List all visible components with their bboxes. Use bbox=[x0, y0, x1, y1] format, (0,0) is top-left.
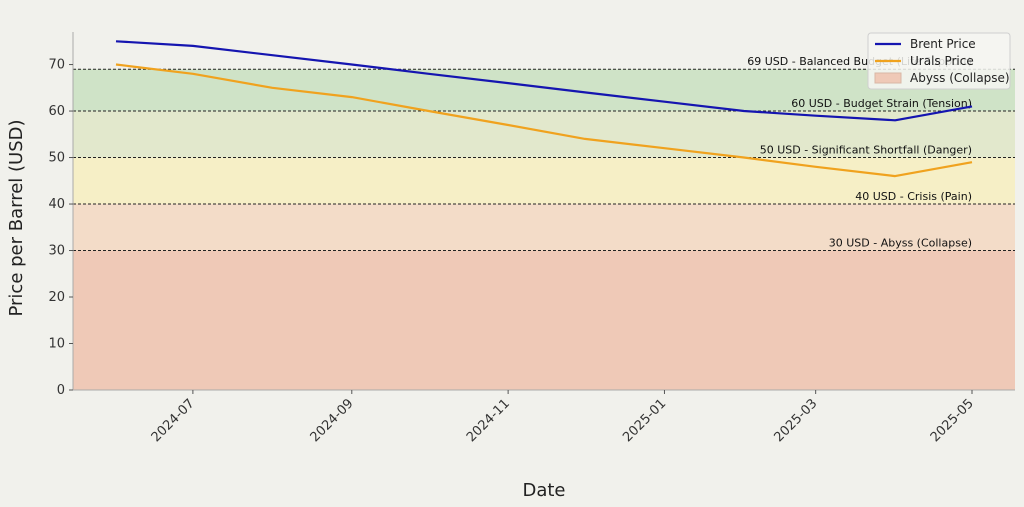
axes bbox=[72, 32, 1015, 391]
x-axis-label: Date bbox=[522, 480, 565, 501]
legend-swatch-2 bbox=[874, 72, 902, 84]
legend: Brent Price Urals Price Abyss (Collapse) bbox=[867, 32, 1011, 90]
x-tick-label-2025-03: 2025-03 bbox=[771, 396, 820, 445]
zone-band-0 bbox=[73, 250, 1015, 390]
series-line-0 bbox=[115, 40, 973, 122]
y-ticks: 0 10 20 30 40 50 60 70 bbox=[48, 58, 73, 398]
y-tick-label-30: 30 bbox=[48, 244, 65, 259]
y-tick-label-10: 10 bbox=[48, 337, 65, 352]
reference-label-40: 40 USD - Crisis (Pain) bbox=[855, 190, 972, 203]
x-ticks: 2024-07 2024-09 2024-11 2025-01 2025-03 2025-… bbox=[149, 390, 977, 445]
y-tick-label-20: 20 bbox=[48, 290, 65, 305]
price-series bbox=[115, 40, 973, 178]
legend-label-1: Urals Price bbox=[910, 54, 974, 68]
x-tick-label-2025-05: 2025-05 bbox=[928, 396, 977, 445]
y-tick-label-40: 40 bbox=[48, 197, 65, 212]
y-tick-label-50: 50 bbox=[48, 151, 65, 166]
legend-box bbox=[867, 32, 1011, 90]
legend-label-0: Brent Price bbox=[910, 37, 976, 51]
reference-label-50: 50 USD - Significant Shortfall (Danger) bbox=[760, 144, 972, 157]
y-axis-label: Price per Barrel (USD) bbox=[6, 119, 27, 316]
legend-label-2: Abyss (Collapse) bbox=[910, 71, 1010, 85]
x-tick-label-2024-11: 2024-11 bbox=[464, 396, 513, 445]
x-tick-label-2025-01: 2025-01 bbox=[620, 396, 669, 445]
x-tick-label-2024-09: 2024-09 bbox=[308, 396, 357, 445]
y-tick-label-70: 70 bbox=[48, 58, 65, 73]
reference-label-60: 60 USD - Budget Strain (Tension) bbox=[791, 97, 972, 110]
x-tick-label-2024-07: 2024-07 bbox=[149, 396, 198, 445]
zone-band-4 bbox=[73, 69, 1015, 112]
y-tick-label-0: 0 bbox=[57, 383, 65, 398]
y-tick-label-60: 60 bbox=[48, 104, 65, 119]
series-line-1 bbox=[115, 63, 973, 178]
zone-band-1 bbox=[73, 204, 1015, 251]
reference-label-30: 30 USD - Abyss (Collapse) bbox=[829, 237, 972, 250]
budget-zones bbox=[73, 69, 1015, 390]
zone-band-2 bbox=[73, 157, 1015, 205]
